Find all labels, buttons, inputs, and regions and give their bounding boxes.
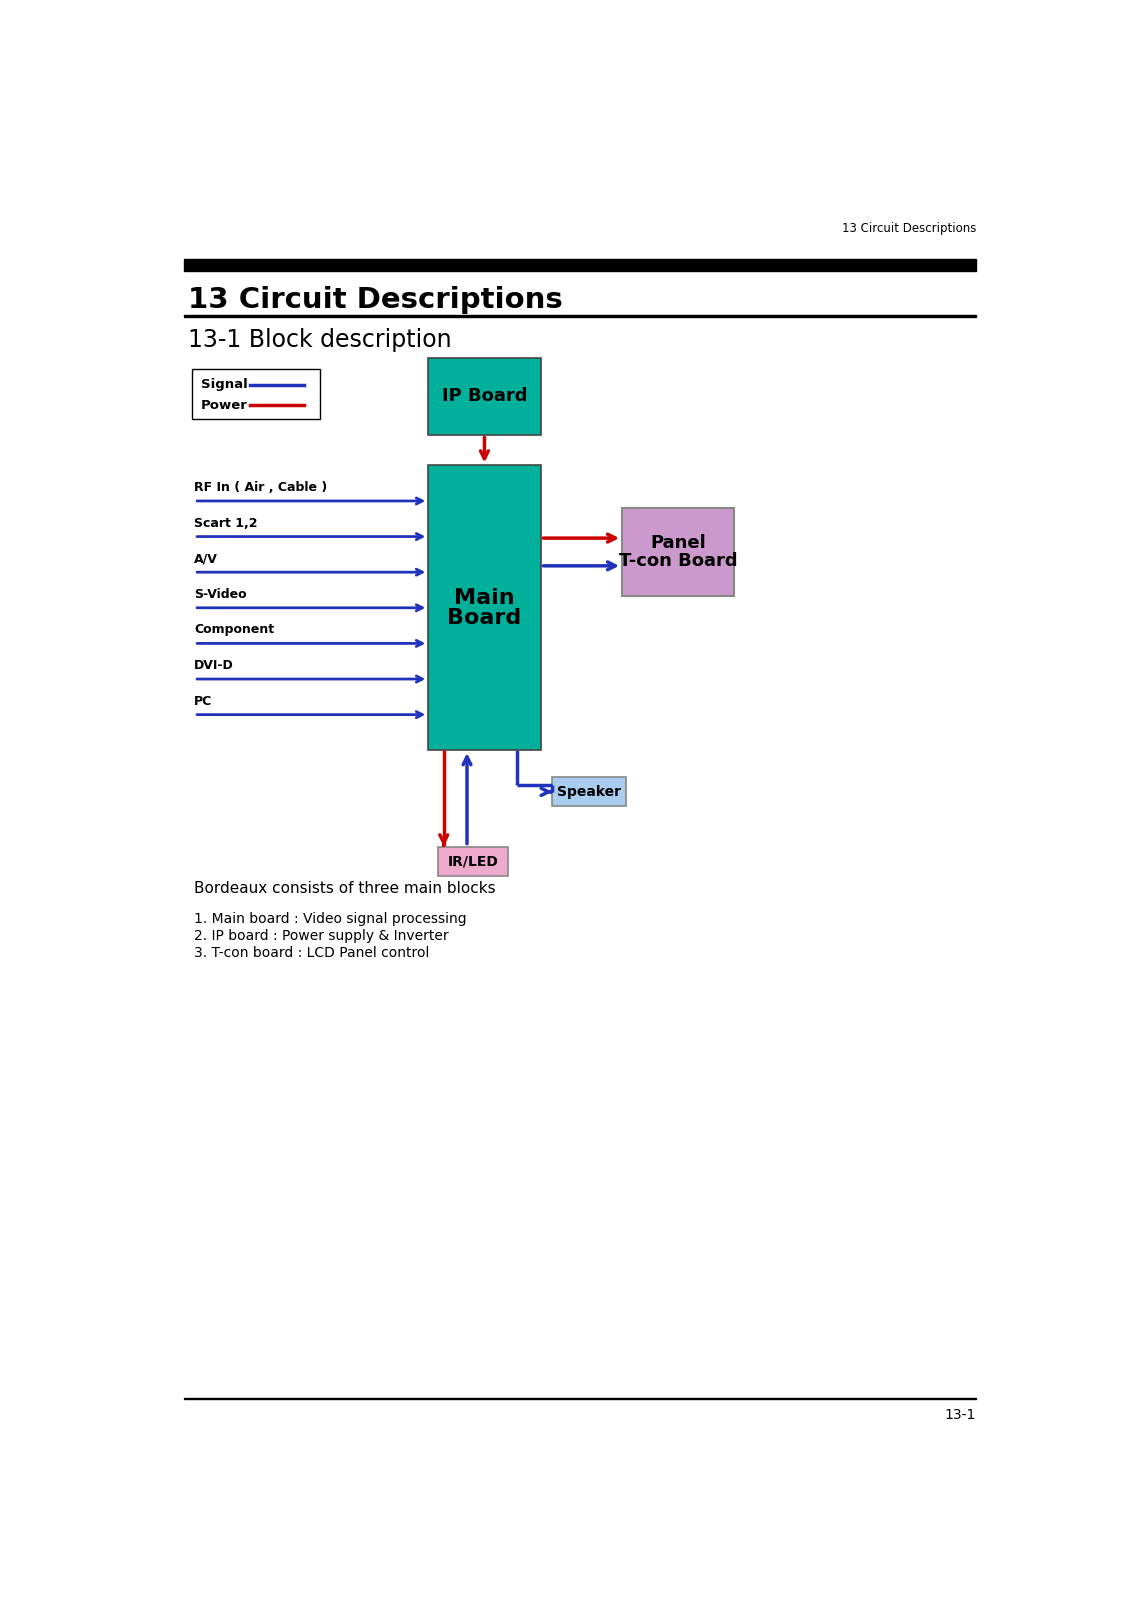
Text: Component: Component [195, 624, 274, 637]
Text: 2. IP board : Power supply & Inverter: 2. IP board : Power supply & Inverter [195, 930, 448, 942]
Text: PC: PC [195, 694, 213, 707]
Text: Board: Board [447, 608, 522, 627]
Text: A/V: A/V [195, 552, 218, 565]
Text: S-Video: S-Video [195, 587, 247, 602]
Text: Scart 1,2: Scart 1,2 [195, 517, 258, 530]
Text: T-con Board: T-con Board [619, 552, 738, 570]
Text: 13 Circuit Descriptions: 13 Circuit Descriptions [188, 286, 563, 314]
Text: IR/LED: IR/LED [448, 854, 498, 869]
Bar [428, 357, 541, 435]
Text: Power: Power [201, 398, 248, 411]
Text: IP Board: IP Board [441, 387, 528, 405]
Text: 13-1: 13-1 [945, 1408, 976, 1422]
Text: Bordeaux consists of three main blocks: Bordeaux consists of three main blocks [195, 882, 496, 896]
Bar [621, 507, 735, 597]
Text: 1. Main board : Video signal processing: 1. Main board : Video signal processing [195, 912, 466, 926]
Bar [185, 315, 976, 317]
Text: 3. T-con board : LCD Panel control: 3. T-con board : LCD Panel control [195, 946, 429, 960]
Text: 13 Circuit Descriptions: 13 Circuit Descriptions [842, 222, 976, 235]
Text: Main: Main [454, 587, 515, 608]
Text: 13-1 Block description: 13-1 Block description [188, 328, 452, 352]
Text: DVI-D: DVI-D [195, 659, 234, 672]
Text: Panel: Panel [650, 534, 706, 552]
Bar [438, 846, 508, 875]
Bar [192, 370, 319, 419]
Bar [552, 778, 626, 806]
Bar [185, 259, 976, 272]
Text: Speaker: Speaker [557, 786, 621, 798]
Text: RF In ( Air , Cable ): RF In ( Air , Cable ) [195, 482, 327, 494]
Text: Signal: Signal [201, 378, 248, 390]
Bar [428, 466, 541, 750]
